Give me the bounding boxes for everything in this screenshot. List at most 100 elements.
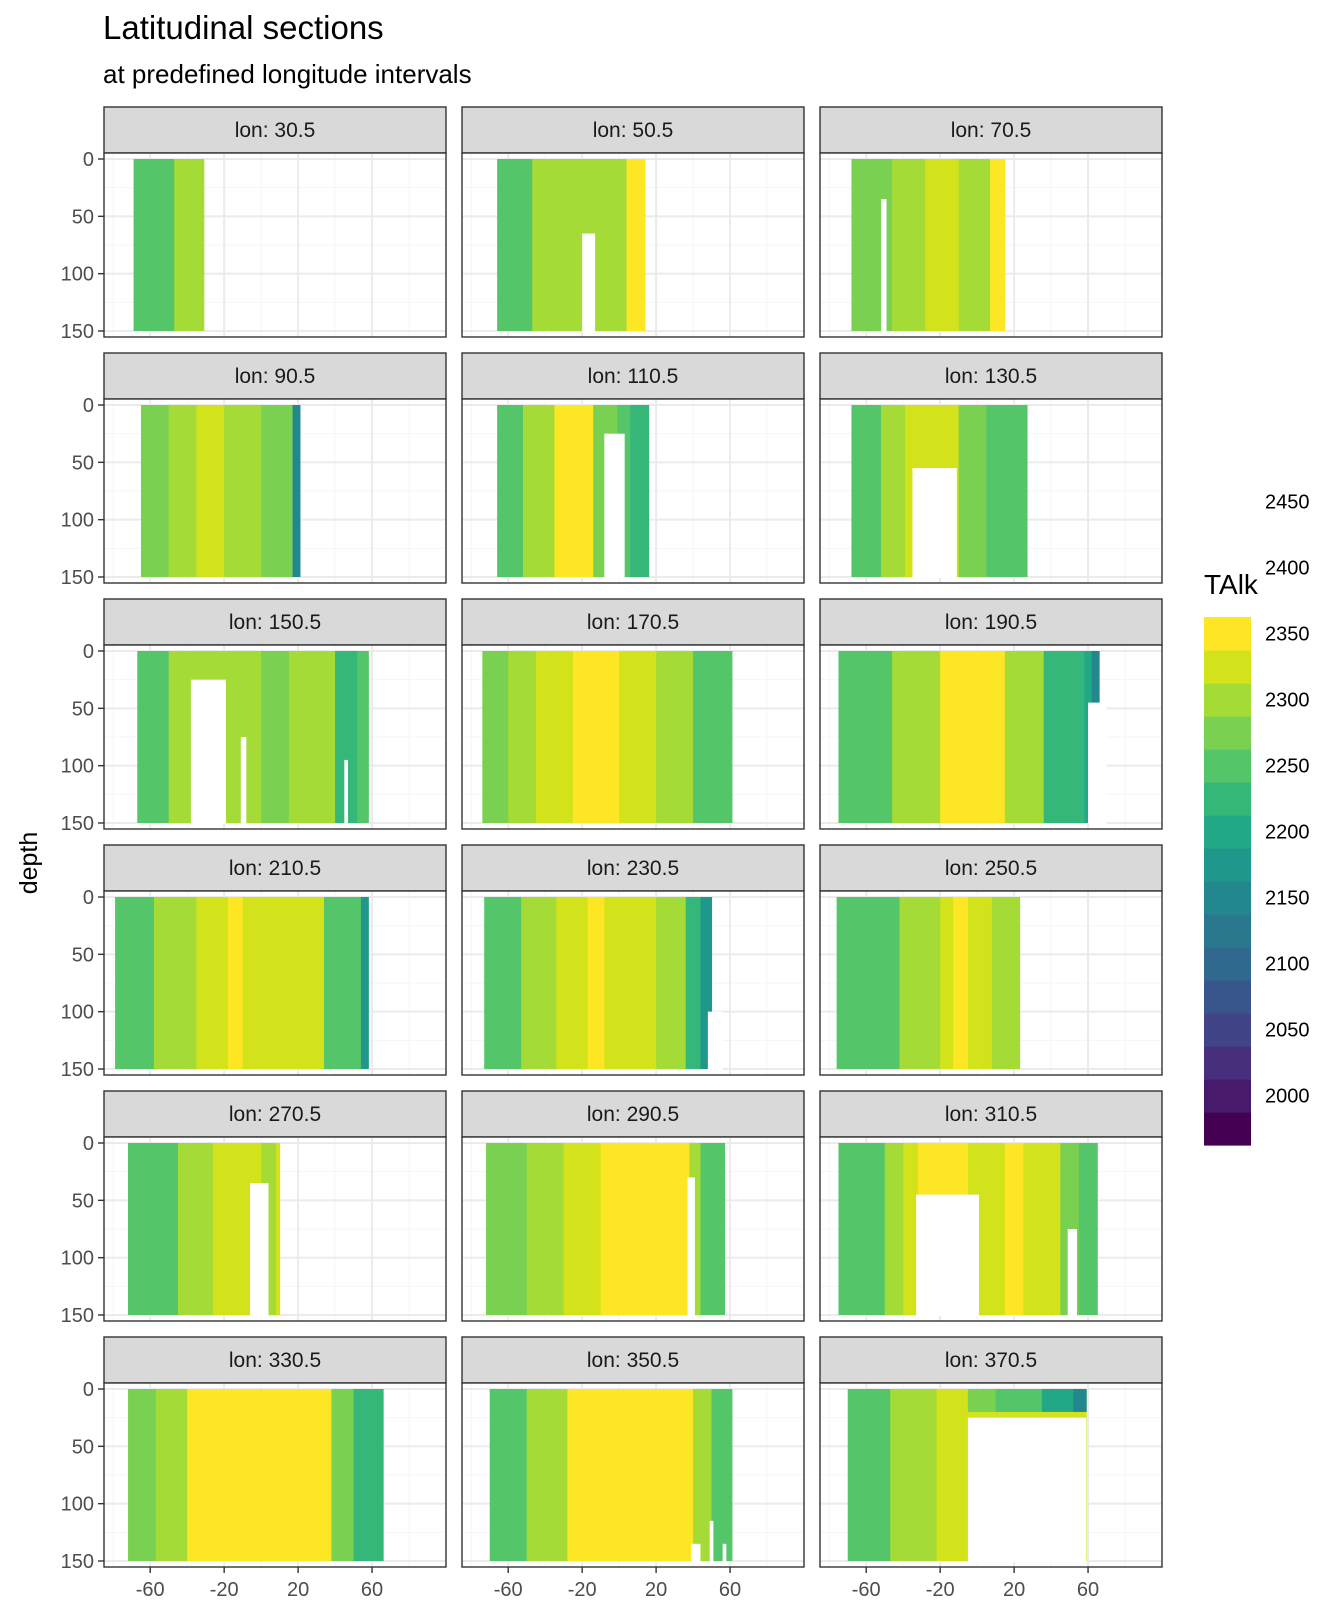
chart-subtitle: at predefined longitude intervals (103, 59, 472, 89)
facet-panel: lon: 130.5 (819, 352, 1163, 584)
legend-swatch (1204, 1079, 1251, 1113)
facet-strip (103, 352, 447, 400)
legend-break-label: 2300 (1265, 690, 1310, 712)
legend-swatch (1204, 815, 1251, 849)
y-tick-label: 50 (72, 452, 94, 474)
y-tick-label: 100 (61, 510, 94, 532)
legend-break-label: 2450 (1265, 492, 1310, 514)
contour-band (995, 1389, 1043, 1412)
contour-band (604, 897, 657, 1069)
facet-label: lon: 250.5 (945, 857, 1037, 880)
panel-border (819, 1382, 1163, 1568)
contour-band (489, 1389, 528, 1561)
contour-band (298, 897, 325, 1069)
legend-break-label: 2200 (1265, 822, 1310, 844)
facet-strip (819, 106, 1163, 154)
y-tick-label: 100 (61, 756, 94, 778)
contour-band (958, 405, 987, 577)
contour-band (128, 1143, 179, 1315)
facet-panel: lon: 250.5 (819, 844, 1163, 1076)
legend-swatch (1204, 1112, 1251, 1146)
facet-panel: lon: 150.5 0 50 100 150 (61, 598, 447, 835)
data-gap (582, 233, 596, 332)
x-tick-label: 60 (1077, 1579, 1099, 1601)
data-gap (344, 759, 349, 824)
y-tick-label: 100 (61, 1494, 94, 1516)
y-tick-label: 100 (61, 1002, 94, 1024)
panel-border (819, 1136, 1163, 1322)
contour-band (526, 1389, 568, 1561)
facet-strip (819, 1336, 1163, 1384)
contour-band (953, 897, 969, 1069)
contour-band (572, 651, 620, 823)
data-gap (707, 1011, 723, 1070)
facet-panels: lon: 30.5 0 50 100 150 lon: 50.5 lon: 70.5 lon:… (61, 106, 1163, 1601)
contour-band (255, 1389, 292, 1561)
facet-panel: lon: 50.5 (461, 106, 805, 338)
legend-swatch (1204, 716, 1251, 750)
contour-band (903, 1143, 919, 1315)
y-tick-label: 100 (61, 264, 94, 286)
x-tick-label: -60 (494, 1579, 523, 1601)
x-tick-label: 60 (719, 1579, 741, 1601)
x-tick-label: 20 (1003, 1579, 1025, 1601)
facet-label: lon: 170.5 (587, 611, 679, 634)
y-tick-label: 150 (61, 1551, 94, 1573)
contour-band (626, 159, 646, 331)
contour-band (275, 1143, 281, 1315)
x-tick-label: 20 (645, 1579, 667, 1601)
facet-panel: lon: 370.5 -60 -20 20 60 (819, 1336, 1163, 1601)
facet-panel: lon: 270.5 0 50 100 150 (61, 1090, 447, 1327)
data-gap (916, 1194, 979, 1316)
contour-band (656, 651, 694, 823)
legend-break-label: 2350 (1265, 624, 1310, 646)
contour-band (1073, 1389, 1087, 1412)
x-tick-label: -20 (568, 1579, 597, 1601)
data-gap (250, 1183, 269, 1316)
contour-band (1004, 1143, 1024, 1315)
contour-band (1004, 405, 1028, 577)
y-axis-title: depth (15, 832, 43, 895)
facet-label: lon: 370.5 (945, 1349, 1037, 1372)
data-gap (1067, 1229, 1077, 1316)
facet-strip (103, 1090, 447, 1138)
contour-band (535, 651, 574, 823)
facet-panel: lon: 70.5 (819, 106, 1163, 338)
contour-band (532, 159, 628, 331)
x-tick-label: -60 (852, 1579, 881, 1601)
y-tick-label: 0 (83, 641, 94, 663)
facet-strip (461, 1336, 805, 1384)
facet-label: lon: 30.5 (235, 119, 316, 142)
contour-band (936, 1389, 963, 1561)
legend-swatch (1204, 1013, 1251, 1047)
contour-band (1008, 897, 1021, 1069)
facet-panel: lon: 230.5 (461, 844, 805, 1076)
x-tick-label: -60 (136, 1579, 165, 1601)
x-tick-label: -20 (926, 1579, 955, 1601)
contour-band (526, 1143, 565, 1315)
contour-band (140, 405, 170, 577)
contour-band (227, 897, 244, 1069)
panel-border (461, 152, 805, 338)
facet-strip (461, 352, 805, 400)
contour-band (1041, 1389, 1074, 1412)
facet-label: lon: 50.5 (593, 119, 674, 142)
contour-band (1023, 1143, 1061, 1315)
facet-label: lon: 130.5 (945, 365, 1037, 388)
y-tick-label: 50 (72, 944, 94, 966)
x-tick-label: 20 (287, 1579, 309, 1601)
contour-band (656, 897, 687, 1069)
contour-band (630, 405, 650, 577)
contour-band (899, 897, 941, 1069)
contour-band (292, 405, 301, 577)
facet-strip (461, 598, 805, 646)
contour-band (486, 1143, 528, 1315)
panel-border (461, 644, 805, 830)
y-tick-label: 150 (61, 1059, 94, 1081)
data-gap (967, 1417, 1087, 1562)
panel-border (461, 398, 805, 584)
panel-border (819, 644, 1163, 830)
y-tick-label: 150 (61, 813, 94, 835)
chart-title: Latitudinal sections (103, 9, 384, 46)
contour-band (991, 897, 1010, 1069)
